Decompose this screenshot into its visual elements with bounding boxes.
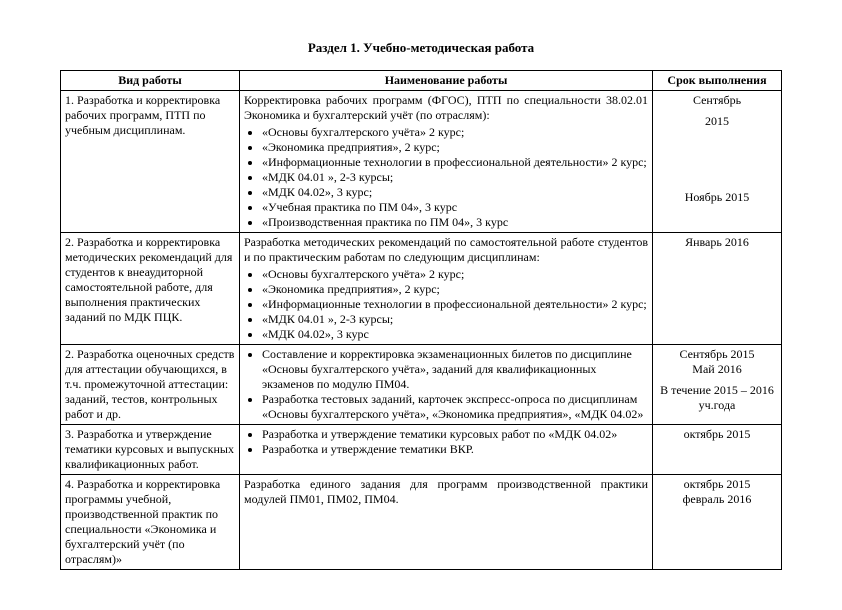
cell-term: Сентябрь 2015 Май 2016 В течение 2015 – … bbox=[653, 345, 782, 425]
list-item: «Информационные технологии в профессиона… bbox=[262, 297, 648, 312]
term-text: октябрь 2015 bbox=[657, 427, 777, 442]
term-text: Ноябрь 2015 bbox=[657, 190, 777, 205]
list-item: «Учебная практика по ПМ 04», 3 курс bbox=[262, 200, 648, 215]
table-row: 2. Разработка и корректировка методическ… bbox=[61, 233, 782, 345]
list-item: «Основы бухгалтерского учёта» 2 курс; bbox=[262, 267, 648, 282]
list-item: Разработка и утверждение тематики курсов… bbox=[262, 427, 648, 442]
term-text: В течение 2015 – 2016 уч.года bbox=[657, 383, 777, 413]
term-text: Январь 2016 bbox=[657, 235, 777, 250]
row-intro: Корректировка рабочих программ (ФГОС), П… bbox=[244, 93, 648, 123]
term-text: Май 2016 bbox=[657, 362, 777, 377]
list-item: Составление и корректировка экзаменацион… bbox=[262, 347, 648, 392]
cell-name: Разработка и утверждение тематики курсов… bbox=[240, 425, 653, 475]
cell-term: Январь 2016 bbox=[653, 233, 782, 345]
item-list: «Основы бухгалтерского учёта» 2 курс; «Э… bbox=[244, 125, 648, 230]
cell-type: 1. Разработка и корректировка рабочих пр… bbox=[61, 91, 240, 233]
list-item: «Экономика предприятия», 2 курс; bbox=[262, 140, 648, 155]
list-item: «Информационные технологии в профессиона… bbox=[262, 155, 648, 170]
item-list: «Основы бухгалтерского учёта» 2 курс; «Э… bbox=[244, 267, 648, 342]
table-row: 1. Разработка и корректировка рабочих пр… bbox=[61, 91, 782, 233]
list-item: «МДК 04.02», 3 курс; bbox=[262, 185, 648, 200]
cell-name: Корректировка рабочих программ (ФГОС), П… bbox=[240, 91, 653, 233]
table-row: 3. Разработка и утверждение тематики кур… bbox=[61, 425, 782, 475]
spacer bbox=[657, 135, 777, 190]
cell-type: 2. Разработка оценочных средств для атте… bbox=[61, 345, 240, 425]
section-title: Раздел 1. Учебно-методическая работа bbox=[60, 40, 782, 56]
cell-type: 4. Разработка и корректировка программы … bbox=[61, 475, 240, 570]
column-header-type: Вид работы bbox=[61, 71, 240, 91]
item-list: Разработка и утверждение тематики курсов… bbox=[244, 427, 648, 457]
term-text: Сентябрь bbox=[657, 93, 777, 108]
row-intro: Разработка методических рекомендаций по … bbox=[244, 235, 648, 265]
cell-name: Составление и корректировка экзаменацион… bbox=[240, 345, 653, 425]
table-row: 4. Разработка и корректировка программы … bbox=[61, 475, 782, 570]
cell-type: 2. Разработка и корректировка методическ… bbox=[61, 233, 240, 345]
item-list: Составление и корректировка экзаменацион… bbox=[244, 347, 648, 422]
column-header-term: Срок выполнения bbox=[653, 71, 782, 91]
list-item: «МДК 04.01 », 2‑3 курсы; bbox=[262, 170, 648, 185]
list-item: «Экономика предприятия», 2 курс; bbox=[262, 282, 648, 297]
cell-name: Разработка единого задания для программ … bbox=[240, 475, 653, 570]
cell-type: 3. Разработка и утверждение тематики кур… bbox=[61, 425, 240, 475]
table-row: 2. Разработка оценочных средств для атте… bbox=[61, 345, 782, 425]
list-item: Разработка и утверждение тематики ВКР. bbox=[262, 442, 648, 457]
cell-term: октябрь 2015 bbox=[653, 425, 782, 475]
term-text: октябрь 2015 bbox=[657, 477, 777, 492]
term-text: февраль 2016 bbox=[657, 492, 777, 507]
list-item: «Основы бухгалтерского учёта» 2 курс; bbox=[262, 125, 648, 140]
term-text: 2015 bbox=[657, 114, 777, 129]
list-item: «Производственная практика по ПМ 04», 3 … bbox=[262, 215, 648, 230]
list-item: «МДК 04.02», 3 курс bbox=[262, 327, 648, 342]
term-text: Сентябрь 2015 bbox=[657, 347, 777, 362]
column-header-name: Наименование работы bbox=[240, 71, 653, 91]
cell-name: Разработка методических рекомендаций по … bbox=[240, 233, 653, 345]
plan-table: Вид работы Наименование работы Срок выпо… bbox=[60, 70, 782, 570]
list-item: «МДК 04.01 », 2‑3 курсы; bbox=[262, 312, 648, 327]
cell-term: октябрь 2015 февраль 2016 bbox=[653, 475, 782, 570]
cell-term: Сентябрь 2015 Ноябрь 2015 bbox=[653, 91, 782, 233]
list-item: Разработка тестовых заданий, карточек эк… bbox=[262, 392, 648, 422]
